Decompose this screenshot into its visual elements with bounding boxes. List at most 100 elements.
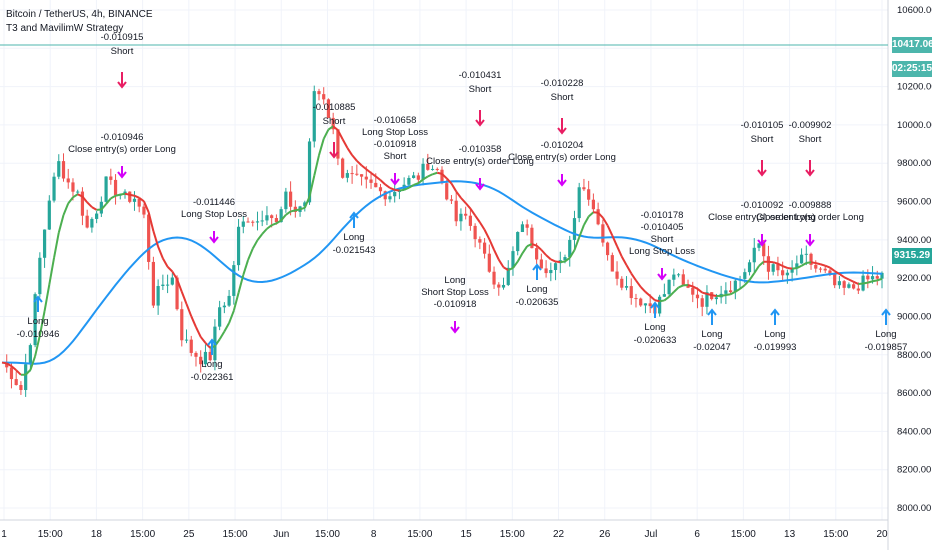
candle-body[interactable] bbox=[62, 161, 65, 178]
candle-body[interactable] bbox=[805, 254, 808, 255]
candle-body[interactable] bbox=[488, 254, 491, 272]
candle-body[interactable] bbox=[677, 274, 680, 275]
candle-body[interactable] bbox=[237, 227, 240, 265]
short-arrow-icon[interactable] bbox=[476, 110, 484, 125]
candle-body[interactable] bbox=[218, 307, 221, 326]
candle-body[interactable] bbox=[76, 192, 79, 193]
exit-marker-icon[interactable] bbox=[658, 268, 666, 279]
candle-body[interactable] bbox=[800, 255, 803, 264]
candle-body[interactable] bbox=[133, 199, 136, 202]
candle-body[interactable] bbox=[634, 298, 637, 299]
candle-body[interactable] bbox=[459, 214, 462, 221]
exit-marker-icon[interactable] bbox=[210, 231, 218, 242]
candle-body[interactable] bbox=[724, 290, 727, 293]
candle-body[interactable] bbox=[497, 285, 500, 288]
candle-body[interactable] bbox=[194, 353, 197, 357]
candle-body[interactable] bbox=[142, 207, 145, 215]
candle-body[interactable] bbox=[549, 270, 552, 273]
candle-body[interactable] bbox=[95, 214, 98, 219]
candle-body[interactable] bbox=[251, 222, 254, 223]
candle-body[interactable] bbox=[180, 309, 183, 340]
candle-body[interactable] bbox=[753, 248, 756, 262]
candle-body[interactable] bbox=[355, 174, 358, 175]
candle-body[interactable] bbox=[715, 297, 718, 299]
candle-body[interactable] bbox=[265, 215, 268, 220]
candle-body[interactable] bbox=[682, 274, 685, 285]
candle-body[interactable] bbox=[620, 279, 623, 288]
candle-body[interactable] bbox=[474, 226, 477, 239]
candle-body[interactable] bbox=[417, 175, 420, 179]
long-arrow-icon[interactable] bbox=[708, 310, 716, 325]
candle-body[interactable] bbox=[601, 224, 604, 242]
symbol-title[interactable]: Bitcoin / TetherUS, 4h, BINANCE bbox=[6, 8, 153, 22]
candle-body[interactable] bbox=[478, 239, 481, 242]
long-arrow-icon[interactable] bbox=[882, 310, 890, 325]
candle-body[interactable] bbox=[48, 201, 51, 230]
candle-body[interactable] bbox=[658, 297, 661, 314]
candle-body[interactable] bbox=[597, 209, 600, 224]
candle-body[interactable] bbox=[351, 173, 354, 174]
exit-marker-icon[interactable] bbox=[558, 174, 566, 185]
candle-body[interactable] bbox=[104, 176, 107, 201]
candle-body[interactable] bbox=[838, 281, 841, 285]
candle-body[interactable] bbox=[630, 286, 633, 298]
long-arrow-icon[interactable] bbox=[651, 303, 659, 318]
candle-body[interactable] bbox=[492, 272, 495, 285]
candle-body[interactable] bbox=[322, 94, 325, 99]
candle-body[interactable] bbox=[147, 215, 150, 262]
candle-body[interactable] bbox=[819, 269, 822, 270]
candle-body[interactable] bbox=[843, 281, 846, 288]
candle-body[interactable] bbox=[573, 218, 576, 240]
candle-body[interactable] bbox=[464, 214, 467, 216]
candle-body[interactable] bbox=[701, 298, 704, 307]
candle-body[interactable] bbox=[431, 169, 434, 170]
candle-body[interactable] bbox=[52, 177, 55, 201]
candle-body[interactable] bbox=[696, 295, 699, 299]
short-arrow-icon[interactable] bbox=[806, 160, 814, 175]
candle-body[interactable] bbox=[729, 290, 732, 292]
candle-body[interactable] bbox=[185, 340, 188, 341]
candle-body[interactable] bbox=[261, 220, 264, 221]
strategy-title[interactable]: T3 and MavilimW Strategy bbox=[6, 22, 153, 36]
candle-body[interactable] bbox=[691, 288, 694, 295]
candle-body[interactable] bbox=[43, 230, 46, 258]
candle-body[interactable] bbox=[38, 258, 41, 294]
candle-body[interactable] bbox=[483, 243, 486, 254]
candle-body[interactable] bbox=[374, 183, 377, 187]
candle-body[interactable] bbox=[526, 224, 529, 227]
candle-body[interactable] bbox=[455, 201, 458, 222]
candle-body[interactable] bbox=[256, 221, 259, 222]
candle-body[interactable] bbox=[393, 192, 396, 196]
candle-body[interactable] bbox=[10, 367, 13, 379]
candle-body[interactable] bbox=[90, 219, 93, 228]
candle-body[interactable] bbox=[592, 200, 595, 209]
candle-body[interactable] bbox=[833, 275, 836, 286]
candle-body[interactable] bbox=[365, 177, 368, 180]
exit-marker-icon[interactable] bbox=[118, 166, 126, 177]
candle-body[interactable] bbox=[781, 270, 784, 275]
candle-body[interactable] bbox=[407, 178, 410, 185]
candle-body[interactable] bbox=[450, 199, 453, 200]
candle-body[interactable] bbox=[606, 243, 609, 256]
candle-body[interactable] bbox=[71, 182, 74, 191]
candle-body[interactable] bbox=[535, 248, 538, 259]
candle-body[interactable] bbox=[814, 265, 817, 269]
candle-body[interactable] bbox=[521, 224, 524, 232]
candle-body[interactable] bbox=[57, 161, 60, 177]
candle-body[interactable] bbox=[360, 174, 363, 176]
candle-body[interactable] bbox=[379, 187, 382, 191]
candle-body[interactable] bbox=[317, 91, 320, 94]
candle-body[interactable] bbox=[171, 278, 174, 285]
candle-body[interactable] bbox=[502, 285, 505, 288]
short-arrow-icon[interactable] bbox=[558, 118, 566, 133]
candle-body[interactable] bbox=[611, 255, 614, 271]
candle-body[interactable] bbox=[369, 179, 372, 182]
candle-body[interactable] bbox=[644, 303, 647, 305]
candle-body[interactable] bbox=[866, 276, 869, 280]
candle-body[interactable] bbox=[649, 303, 652, 306]
candle-body[interactable] bbox=[313, 91, 316, 141]
candle-body[interactable] bbox=[871, 276, 874, 279]
candle-body[interactable] bbox=[161, 285, 164, 286]
